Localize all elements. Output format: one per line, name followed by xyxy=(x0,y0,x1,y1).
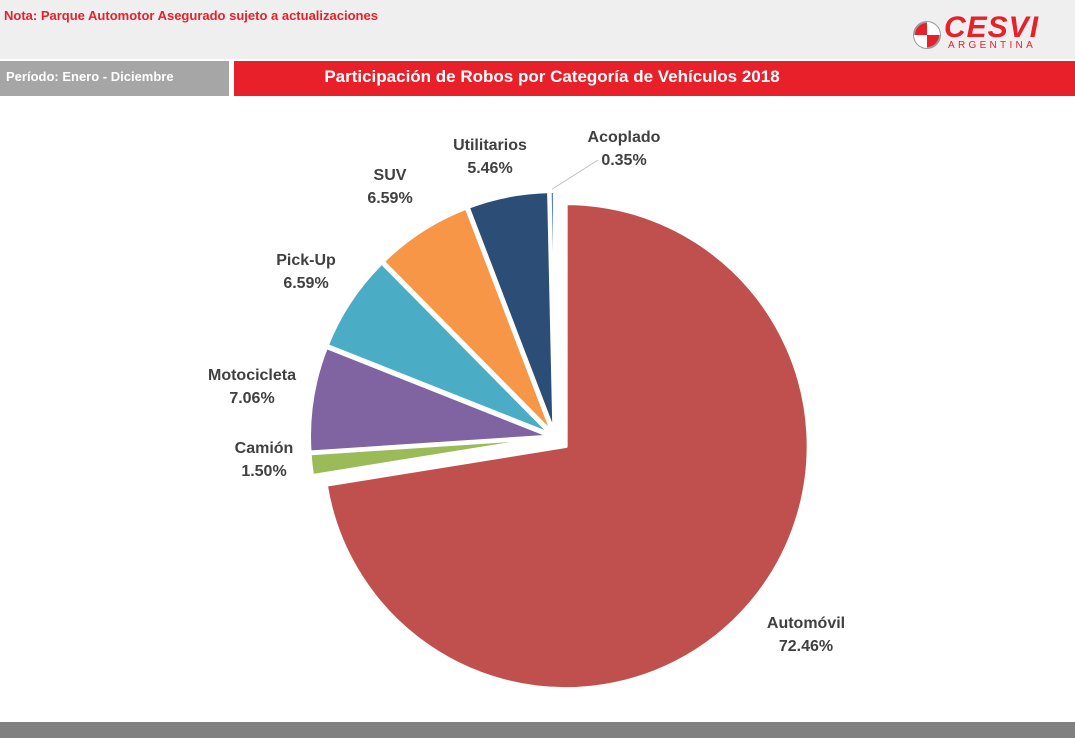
logo-text: CESVI xyxy=(944,11,1040,44)
slice-label: Motocicleta xyxy=(208,367,296,384)
slice-label: Pick-Up xyxy=(276,252,336,269)
slice-label: Automóvil xyxy=(767,615,845,632)
slice-value-label: 6.59% xyxy=(283,275,328,292)
cesvi-logo: CESVI ARGENTINA xyxy=(912,11,1052,54)
slice-value-label: 72.46% xyxy=(779,638,833,655)
slice-label: Utilitarios xyxy=(453,137,527,154)
chart-title: Participación de Robos por Categoría de … xyxy=(324,67,780,86)
logo-emblem-icon xyxy=(913,21,941,49)
pie-slice-autom-vil xyxy=(323,201,811,692)
slice-value-label: 1.50% xyxy=(241,463,286,480)
slice-value-label: 5.46% xyxy=(467,160,512,177)
slice-label: Acoplado xyxy=(588,129,661,146)
leader-line xyxy=(552,159,599,190)
footer-bar xyxy=(0,722,1075,738)
period-text: Período: Enero - Diciembre xyxy=(6,69,174,84)
slice-value-label: 0.35% xyxy=(601,152,646,169)
pie-slice-acoplado xyxy=(547,189,557,436)
period-box: Período: Enero - Diciembre xyxy=(0,61,229,96)
slice-value-label: 7.06% xyxy=(229,390,274,407)
slice-label: SUV xyxy=(374,167,407,184)
logo-subtext: ARGENTINA xyxy=(948,40,1037,51)
slice-label: Camión xyxy=(235,440,294,457)
slice-value-label: 6.59% xyxy=(367,190,412,207)
pie-slice-motocicleta xyxy=(307,344,555,455)
title-box: Participación de Robos por Categoría de … xyxy=(234,61,1075,96)
note-text: Nota: Parque Automotor Asegurado sujeto … xyxy=(4,8,378,23)
header-band xyxy=(0,0,1075,59)
